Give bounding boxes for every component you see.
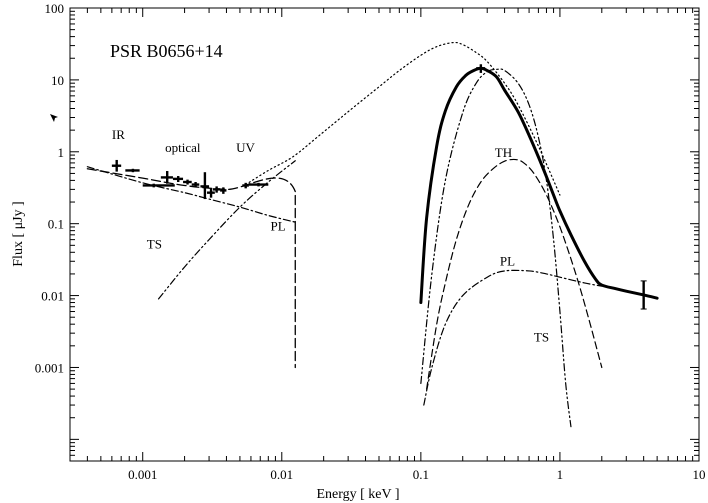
axis-ticks: 0.001 0.01 0.1 1 10 0.001 0.01 0.1 1 10 100 [35,1,706,482]
series-group [86,41,659,428]
data-point [111,159,122,172]
data-point [242,182,249,189]
y-tick-label: 10 [51,73,64,88]
series-blackbody-extrapolation [245,41,561,196]
series-pl [423,269,603,406]
annotation-pl: PL [271,219,286,234]
data-point [172,176,184,182]
y-tick-label: 0.1 [48,217,64,232]
series-th [426,158,603,390]
annotation-ir: IR [112,127,125,142]
series-ts [157,160,296,300]
y-tick-label: 0.01 [41,289,64,304]
series-pl [86,166,296,223]
data-point [248,182,269,187]
chart-title: PSR B0656+14 [110,41,223,61]
series-optical-model-long-dashed [86,168,296,369]
x-tick-label: 0.01 [270,467,293,482]
x-tick-label: 1 [557,467,564,482]
x-tick-label: 0.001 [128,467,157,482]
series-total-model-x-ray [419,66,659,305]
y-tick-label: 100 [45,1,65,16]
x-tick-label: 0.1 [413,467,429,482]
annotation-th: TH [495,145,512,160]
plot-frame [69,7,700,462]
arrow-cursor-icon [50,114,58,122]
annotation-ts: TS [147,237,162,252]
data-point [476,64,486,73]
data-point [142,183,175,188]
annotation-uv: UV [236,140,255,155]
y-tick-label: 1 [58,145,65,160]
data-points-group [111,64,647,310]
x-tick-label: 10 [693,467,706,482]
data-point [191,181,200,188]
data-point [183,179,192,185]
data-point [212,186,221,193]
data-point [125,168,140,173]
data-point [207,188,215,198]
data-point [200,172,210,200]
data-point [220,187,227,194]
labels-group: IR optical UV PL TS TH PL TS [112,127,549,344]
y-axis-label: Flux [ μJy ] [11,201,26,266]
x-axis-label: Energy [ keV ] [316,487,399,502]
y-tick-label: 0.001 [35,360,64,375]
annotation-ts: TS [534,329,549,344]
data-point [160,171,173,184]
annotation-optical: optical [165,140,201,155]
annotation-pl: PL [500,254,515,269]
data-point [640,280,647,310]
